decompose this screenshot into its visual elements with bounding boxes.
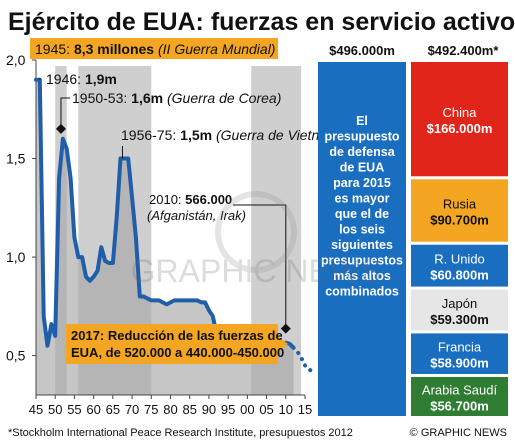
- country-segment: Japón$59.300m: [411, 289, 508, 331]
- country-bar: [411, 62, 508, 177]
- us-budget-text-line: presupuestos: [321, 254, 403, 268]
- page-title: Ejército de EUA: fuerzas en servicio act…: [8, 8, 515, 36]
- x-tick-label: 65: [106, 402, 120, 417]
- us-budget-text-line: para 2015: [333, 176, 391, 190]
- x-tick-label: 90: [202, 402, 216, 417]
- others-budget-total: $492.400m*: [428, 43, 500, 58]
- source-note: *Stockholm International Peace Research …: [8, 427, 353, 439]
- x-tick-label: 00: [240, 402, 254, 417]
- watermark-logo-icon: [215, 191, 297, 273]
- x-tick-label: 05: [259, 402, 273, 417]
- us-budget-bar: [318, 62, 406, 416]
- country-segment: Rusia$90.700m: [411, 179, 508, 242]
- y-tick-label: 1,0: [6, 249, 26, 265]
- x-tick-label: 50: [48, 402, 62, 417]
- country-segment: China$166.000m: [411, 62, 508, 177]
- annotation-2010: 2010: 566.000: [149, 192, 232, 207]
- annotation-leaders: [39, 78, 291, 334]
- graphic-news-watermark: GRAPHIC NEWS: [131, 191, 382, 289]
- reduction-line-2: EUA, de 520.000 a 440.000-450.000: [71, 345, 284, 360]
- x-tick-label: 10: [279, 402, 293, 417]
- country-name: Francia: [438, 340, 482, 355]
- annotation-vietnam: 1956-75: 1,5m (Guerra de Vietnam): [121, 127, 343, 143]
- x-tick-label: 60: [86, 402, 100, 417]
- x-tick-label: 95: [221, 402, 235, 417]
- country-bar: [411, 289, 508, 331]
- watermark-text: GRAPHIC NEWS: [131, 253, 382, 289]
- country-name: Japón: [442, 296, 477, 311]
- x-tick-label: 45: [29, 402, 43, 417]
- country-value: $58.900m: [430, 356, 489, 371]
- x-tick-label: 55: [67, 402, 81, 417]
- x-tick-label: 80: [163, 402, 177, 417]
- country-name: Arabia Saudí: [422, 382, 498, 397]
- x-tick-label: 70: [125, 402, 139, 417]
- y-axis: 0,5 1,0 1,5 2,0: [6, 52, 37, 395]
- reduction-line-1: 2017: Reducción de las fuerzas de: [71, 328, 283, 343]
- ww2-callout-box: [30, 38, 278, 59]
- reduction-callout-pointer: [278, 336, 288, 352]
- us-budget-text-line: más altos: [333, 269, 391, 283]
- country-name: R. Unido: [434, 252, 485, 267]
- marker-diamond-icon: [55, 123, 66, 134]
- us-budget-text-line: es mayor: [335, 192, 390, 206]
- ww2-callout-text: 1945: 8,3 millones (II Guerra Mundial): [35, 41, 275, 57]
- y-tick-label: 2,0: [6, 52, 26, 68]
- us-budget-text-line: El: [356, 114, 368, 128]
- y-tick-label: 1,5: [6, 151, 26, 167]
- leader-2010: [233, 204, 287, 329]
- annotation-1946: 1946: 1,9m: [46, 71, 117, 87]
- projection-line: [291, 345, 315, 374]
- us-budget-text-line: de EUA: [340, 161, 384, 175]
- country-bar: [411, 244, 508, 287]
- annotation-2010-note: (Afganistán, Irak): [147, 208, 246, 223]
- us-budget-text-line: que el de: [335, 207, 389, 221]
- army-area-fill: [36, 79, 294, 395]
- reduction-callout-box: [66, 324, 278, 364]
- credit: © GRAPHIC NEWS: [410, 427, 507, 439]
- us-budget-text-line: los seis: [339, 223, 385, 237]
- country-value: $59.300m: [430, 312, 489, 327]
- x-tick-label: 75: [144, 402, 158, 417]
- country-segment: Arabia Saudí$56.700m: [411, 376, 508, 416]
- y-tick-label: 0,5: [6, 348, 26, 364]
- country-value: $60.800m: [430, 268, 489, 283]
- us-budget-text-line: de defensa: [329, 145, 395, 159]
- country-bar: [411, 333, 508, 374]
- us-budget-text-line: siguientes: [331, 238, 393, 252]
- country-value: $90.700m: [430, 213, 489, 228]
- x-axis: 45 50 55 60 65 70 75 80 85 90 95 00 05 10 15: [29, 394, 312, 417]
- country-segment: Francia$58.900m: [411, 333, 508, 374]
- annotation-korea: 1950-53: 1,6m (Guerra de Corea): [72, 90, 281, 106]
- country-value: $56.700m: [430, 398, 489, 413]
- us-budget-text-line: combinados: [325, 285, 399, 299]
- x-tick-label: 15: [298, 402, 312, 417]
- country-name: China: [443, 105, 478, 120]
- country-value: $166.000m: [427, 121, 493, 136]
- country-bar: [411, 376, 508, 416]
- us-budget-text-line: presupuesto: [324, 130, 399, 144]
- us-budget-total: $496.000m: [329, 43, 395, 58]
- x-tick-label: 85: [182, 402, 196, 417]
- country-name: Rusia: [443, 197, 477, 212]
- leader-korea: [60, 97, 70, 129]
- country-segment: R. Unido$60.800m: [411, 244, 508, 287]
- marker-diamond-icon: [280, 323, 291, 334]
- country-bar: [411, 179, 508, 242]
